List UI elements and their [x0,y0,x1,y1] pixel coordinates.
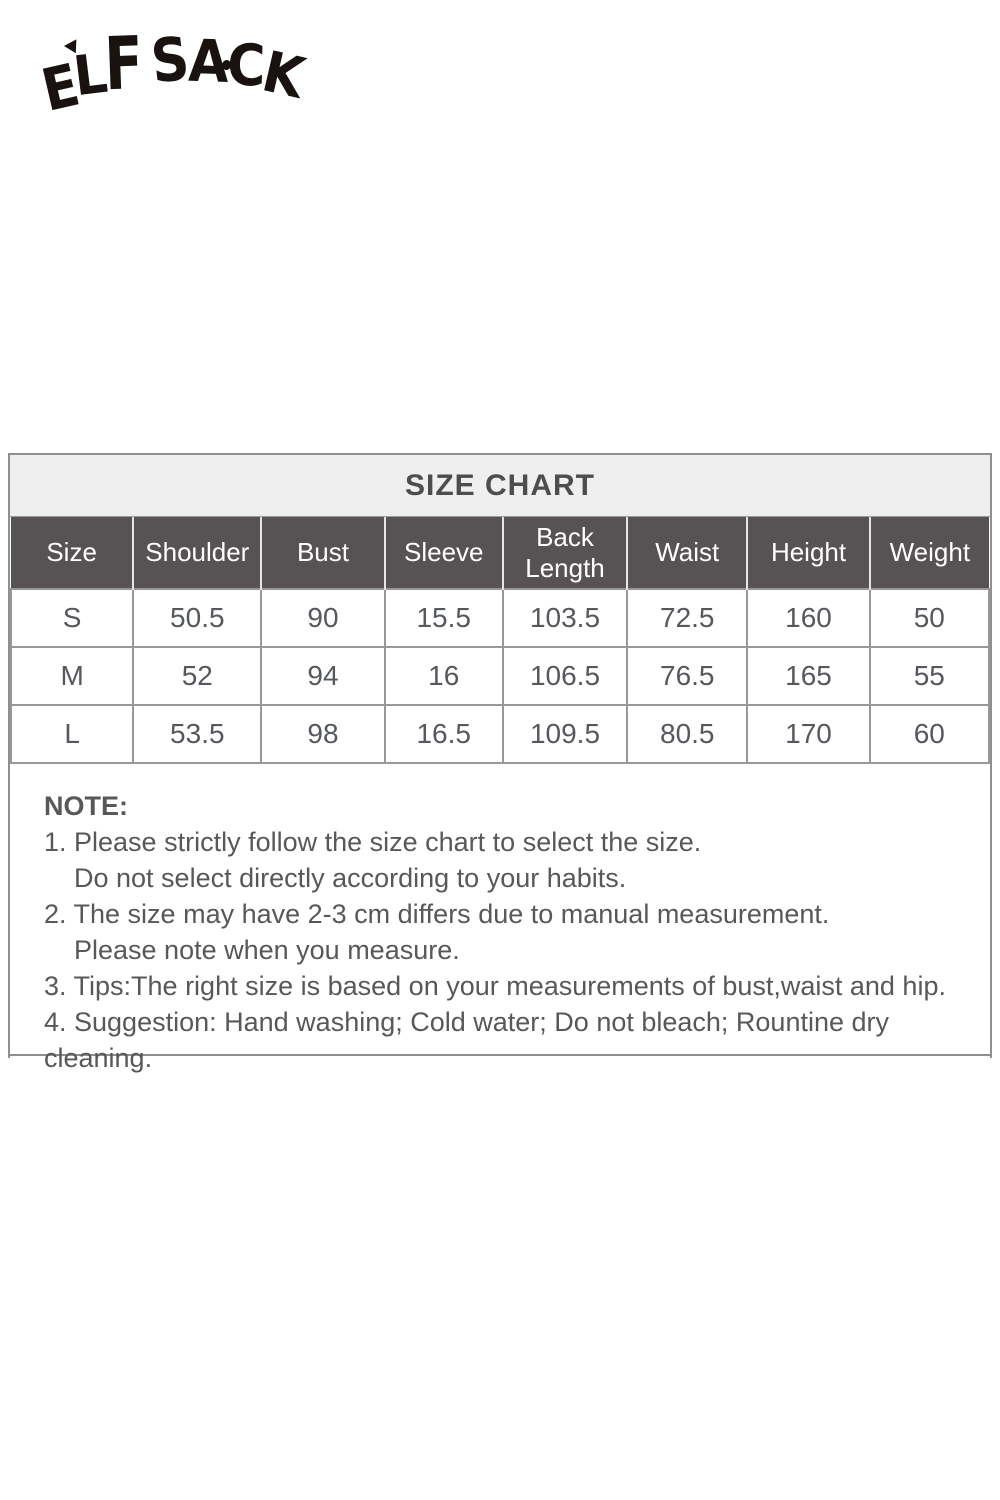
logo-wordmark: ELF SACK [36,22,308,126]
note-line: 3. Tips:The right size is based on your … [44,971,946,1001]
size-cell: 50.5 [132,588,263,648]
size-cell: 106.5 [501,646,629,706]
column-header: Size [11,517,134,589]
note-line: Please note when you measure. [74,935,460,965]
note-line: 2. The size may have 2-3 cm differs due … [44,899,830,929]
table-header-row: Size Shoulder Bust Sleeve Back Length Waist He… [11,517,989,589]
logo-letter: A [187,28,229,97]
logo-letter: F [102,21,143,108]
note-lines: 1. Please strictly follow the size chart… [44,824,980,1076]
column-header: Waist [626,517,748,589]
column-header: Bust [260,517,385,589]
logo-letter: S [147,25,191,98]
size-cell: 109.5 [501,704,629,764]
size-cell: 98 [260,704,386,764]
size-cell: 15.5 [383,588,504,648]
size-chart-panel: SIZE CHART Size Shoulder Bust Sleeve Back Le… [8,453,992,1073]
size-cell: 53.5 [132,704,263,764]
column-header: Back Length [501,517,628,589]
size-cell: 94 [260,646,386,706]
size-cell: 90 [260,588,386,648]
size-cell: 16.5 [383,704,504,764]
size-chart-table: Size Shoulder Bust Sleeve Back Length Waist He… [9,517,991,764]
size-cell: 80.5 [626,704,749,764]
logo-letter: K [256,39,309,112]
size-cell: 103.5 [501,588,629,648]
size-cell: 52 [132,646,263,706]
column-header: Weight [868,517,989,589]
size-cell: 76.5 [626,646,749,706]
size-chart-title: SIZE CHART [10,455,990,517]
size-cell: M [9,646,135,706]
size-row: L 53.5 98 16.5 109.5 80.5 170 60 [9,704,991,764]
note-line: 1. Please strictly follow the size chart… [44,827,702,857]
size-cell: 160 [746,588,871,648]
size-cell: 16 [383,646,504,706]
size-cell: L [9,704,135,764]
size-cell: 165 [746,646,871,706]
size-cell: 50 [868,588,991,648]
note-heading: NOTE: [44,791,128,821]
column-header: Sleeve [383,517,503,589]
size-row: M 52 94 16 106.5 76.5 165 55 [9,646,991,706]
size-cell: 55 [868,646,991,706]
size-cell: S [9,588,135,648]
size-cell: 60 [868,704,991,764]
note-line: Do not select directly according to your… [74,863,627,893]
size-cell: 72.5 [626,588,749,648]
note-line: 4. Suggestion: Hand washing; Cold water;… [44,1007,890,1073]
column-header: Height [746,517,870,589]
note-section: NOTE: 1. Please strictly follow the size… [10,764,990,1073]
size-cell: 170 [746,704,871,764]
elfsack-logo: ELF SACK [36,22,308,146]
cropped-next-section [8,1048,992,1058]
logo-letter: C [226,33,264,100]
size-row: S 50.5 90 15.5 103.5 72.5 160 50 [9,588,991,648]
column-header: Shoulder [132,517,262,589]
